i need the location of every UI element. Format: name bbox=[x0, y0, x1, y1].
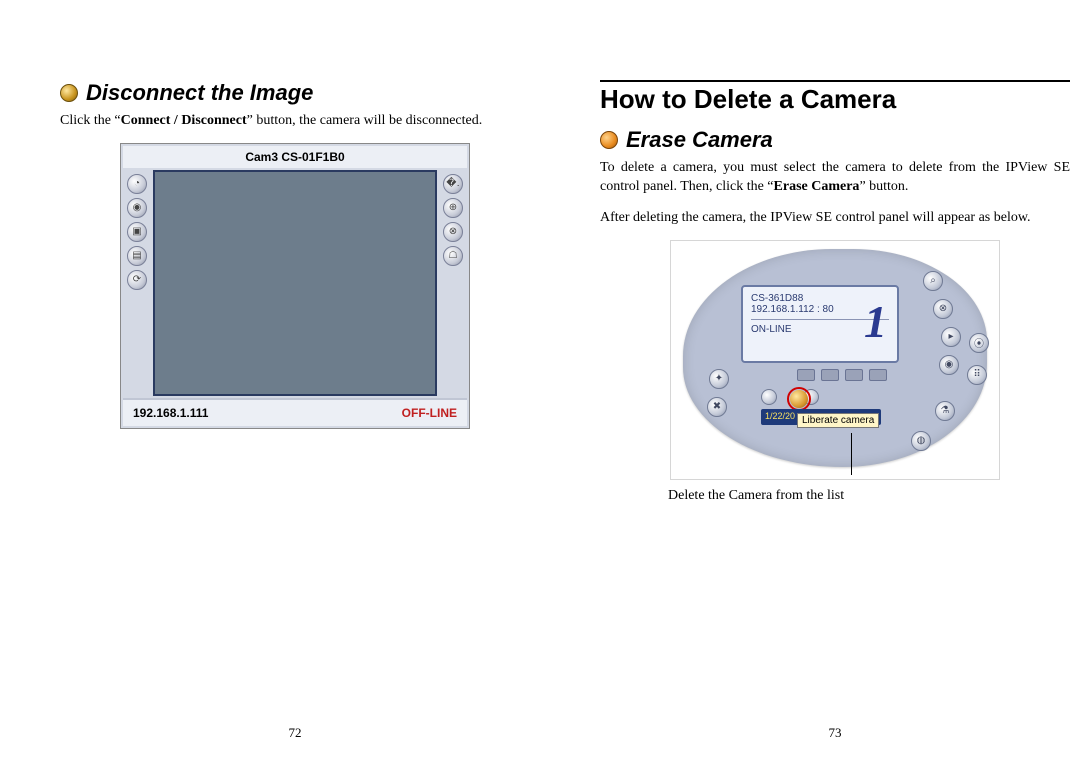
zoom-out-icon[interactable]: �․ bbox=[443, 174, 463, 194]
globe-icon[interactable]: ◍ bbox=[911, 431, 931, 451]
erase-paragraph-1: To delete a camera, you must select the … bbox=[600, 159, 1070, 197]
zoom-in-icon[interactable]: ⊕ bbox=[443, 198, 463, 218]
zoom-icon[interactable]: ⌕ bbox=[923, 271, 943, 291]
lcd-camera-number: 1 bbox=[864, 295, 887, 348]
section-header-erase: Erase Camera bbox=[600, 127, 1070, 153]
page-number: 72 bbox=[289, 725, 302, 741]
camera-title: Cam3 CS-01F1B0 bbox=[123, 146, 467, 168]
close-icon[interactable]: ⊗ bbox=[443, 222, 463, 242]
page-number: 73 bbox=[829, 725, 842, 741]
refresh-icon[interactable]: ⟳ bbox=[127, 270, 147, 290]
camera-window-figure: Cam3 CS-01F1B0 ◔ ◉ ▣ ▤ ⟳ �․ ⊕ ⊗ ☖ 192.16… bbox=[120, 143, 470, 429]
bullet-icon bbox=[600, 131, 618, 149]
user-icon[interactable]: ⚗ bbox=[935, 401, 955, 421]
snapshot-icon[interactable]: ▣ bbox=[127, 222, 147, 242]
camera-icon[interactable]: ◉ bbox=[127, 198, 147, 218]
highlight-ring bbox=[787, 387, 811, 411]
erase-camera-label: Erase Camera bbox=[774, 179, 860, 194]
disconnect-paragraph: Click the “Connect / Disconnect” button,… bbox=[60, 112, 530, 131]
settings-icon[interactable]: ⦿ bbox=[969, 333, 989, 353]
port-4[interactable] bbox=[869, 369, 887, 381]
lcd-screen: CS-361D88 192.168.1.112 : 80 ON-LINE 1 bbox=[741, 285, 899, 363]
port-2[interactable] bbox=[821, 369, 839, 381]
camera-ports bbox=[797, 369, 887, 381]
tool-icon[interactable]: ✦ bbox=[709, 369, 729, 389]
save-icon[interactable]: ▤ bbox=[127, 246, 147, 266]
liberate-camera-tooltip: Liberate camera bbox=[797, 413, 879, 428]
heading-rule bbox=[600, 80, 1070, 82]
camera-ip: 192.168.1.111 bbox=[133, 406, 208, 420]
camera-status-bar: 192.168.1.111 OFF-LINE bbox=[123, 398, 467, 426]
figure-caption: Delete the Camera from the list bbox=[668, 488, 1070, 504]
bullet-icon bbox=[60, 84, 78, 102]
callout-line bbox=[851, 433, 852, 475]
main-heading: How to Delete a Camera bbox=[600, 84, 1070, 115]
text: ” button. bbox=[859, 179, 908, 194]
camera-body: ◔ ◉ ▣ ▤ ⟳ �․ ⊕ ⊗ ☖ bbox=[123, 168, 467, 398]
section-title: Erase Camera bbox=[626, 127, 773, 153]
left-toolbar: ◔ ◉ ▣ ▤ ⟳ bbox=[123, 168, 151, 398]
bell-icon[interactable]: ◔ bbox=[127, 174, 147, 194]
section-header-disconnect: Disconnect the Image bbox=[60, 80, 530, 106]
connect-disconnect-label: Connect / Disconnect bbox=[121, 113, 247, 128]
camera-offline-label: OFF-LINE bbox=[402, 406, 457, 420]
cross-icon[interactable]: ✖ bbox=[707, 397, 727, 417]
section-title: Disconnect the Image bbox=[86, 80, 313, 106]
config-icon[interactable]: ⠿ bbox=[967, 365, 987, 385]
page-72: Disconnect the Image Click the “Connect … bbox=[60, 80, 530, 429]
user-icon[interactable]: ☖ bbox=[443, 246, 463, 266]
record-icon[interactable]: ◉ bbox=[939, 355, 959, 375]
port-1[interactable] bbox=[797, 369, 815, 381]
control-panel-figure: CS-361D88 192.168.1.112 : 80 ON-LINE 1 ⌕… bbox=[670, 240, 1000, 480]
play-icon[interactable]: ▸ bbox=[941, 327, 961, 347]
right-toolbar: �․ ⊕ ⊗ ☖ bbox=[439, 168, 467, 398]
erase-paragraph-2: After deleting the camera, the IPView SE… bbox=[600, 209, 1070, 228]
close-icon[interactable]: ⊗ bbox=[933, 299, 953, 319]
camera-video-area bbox=[153, 170, 437, 396]
action-btn-1[interactable] bbox=[761, 389, 777, 405]
page-73: How to Delete a Camera Erase Camera To d… bbox=[600, 80, 1070, 504]
port-3[interactable] bbox=[845, 369, 863, 381]
text: Click the “ bbox=[60, 113, 121, 128]
text: ” button, the camera will be disconnecte… bbox=[247, 113, 483, 128]
